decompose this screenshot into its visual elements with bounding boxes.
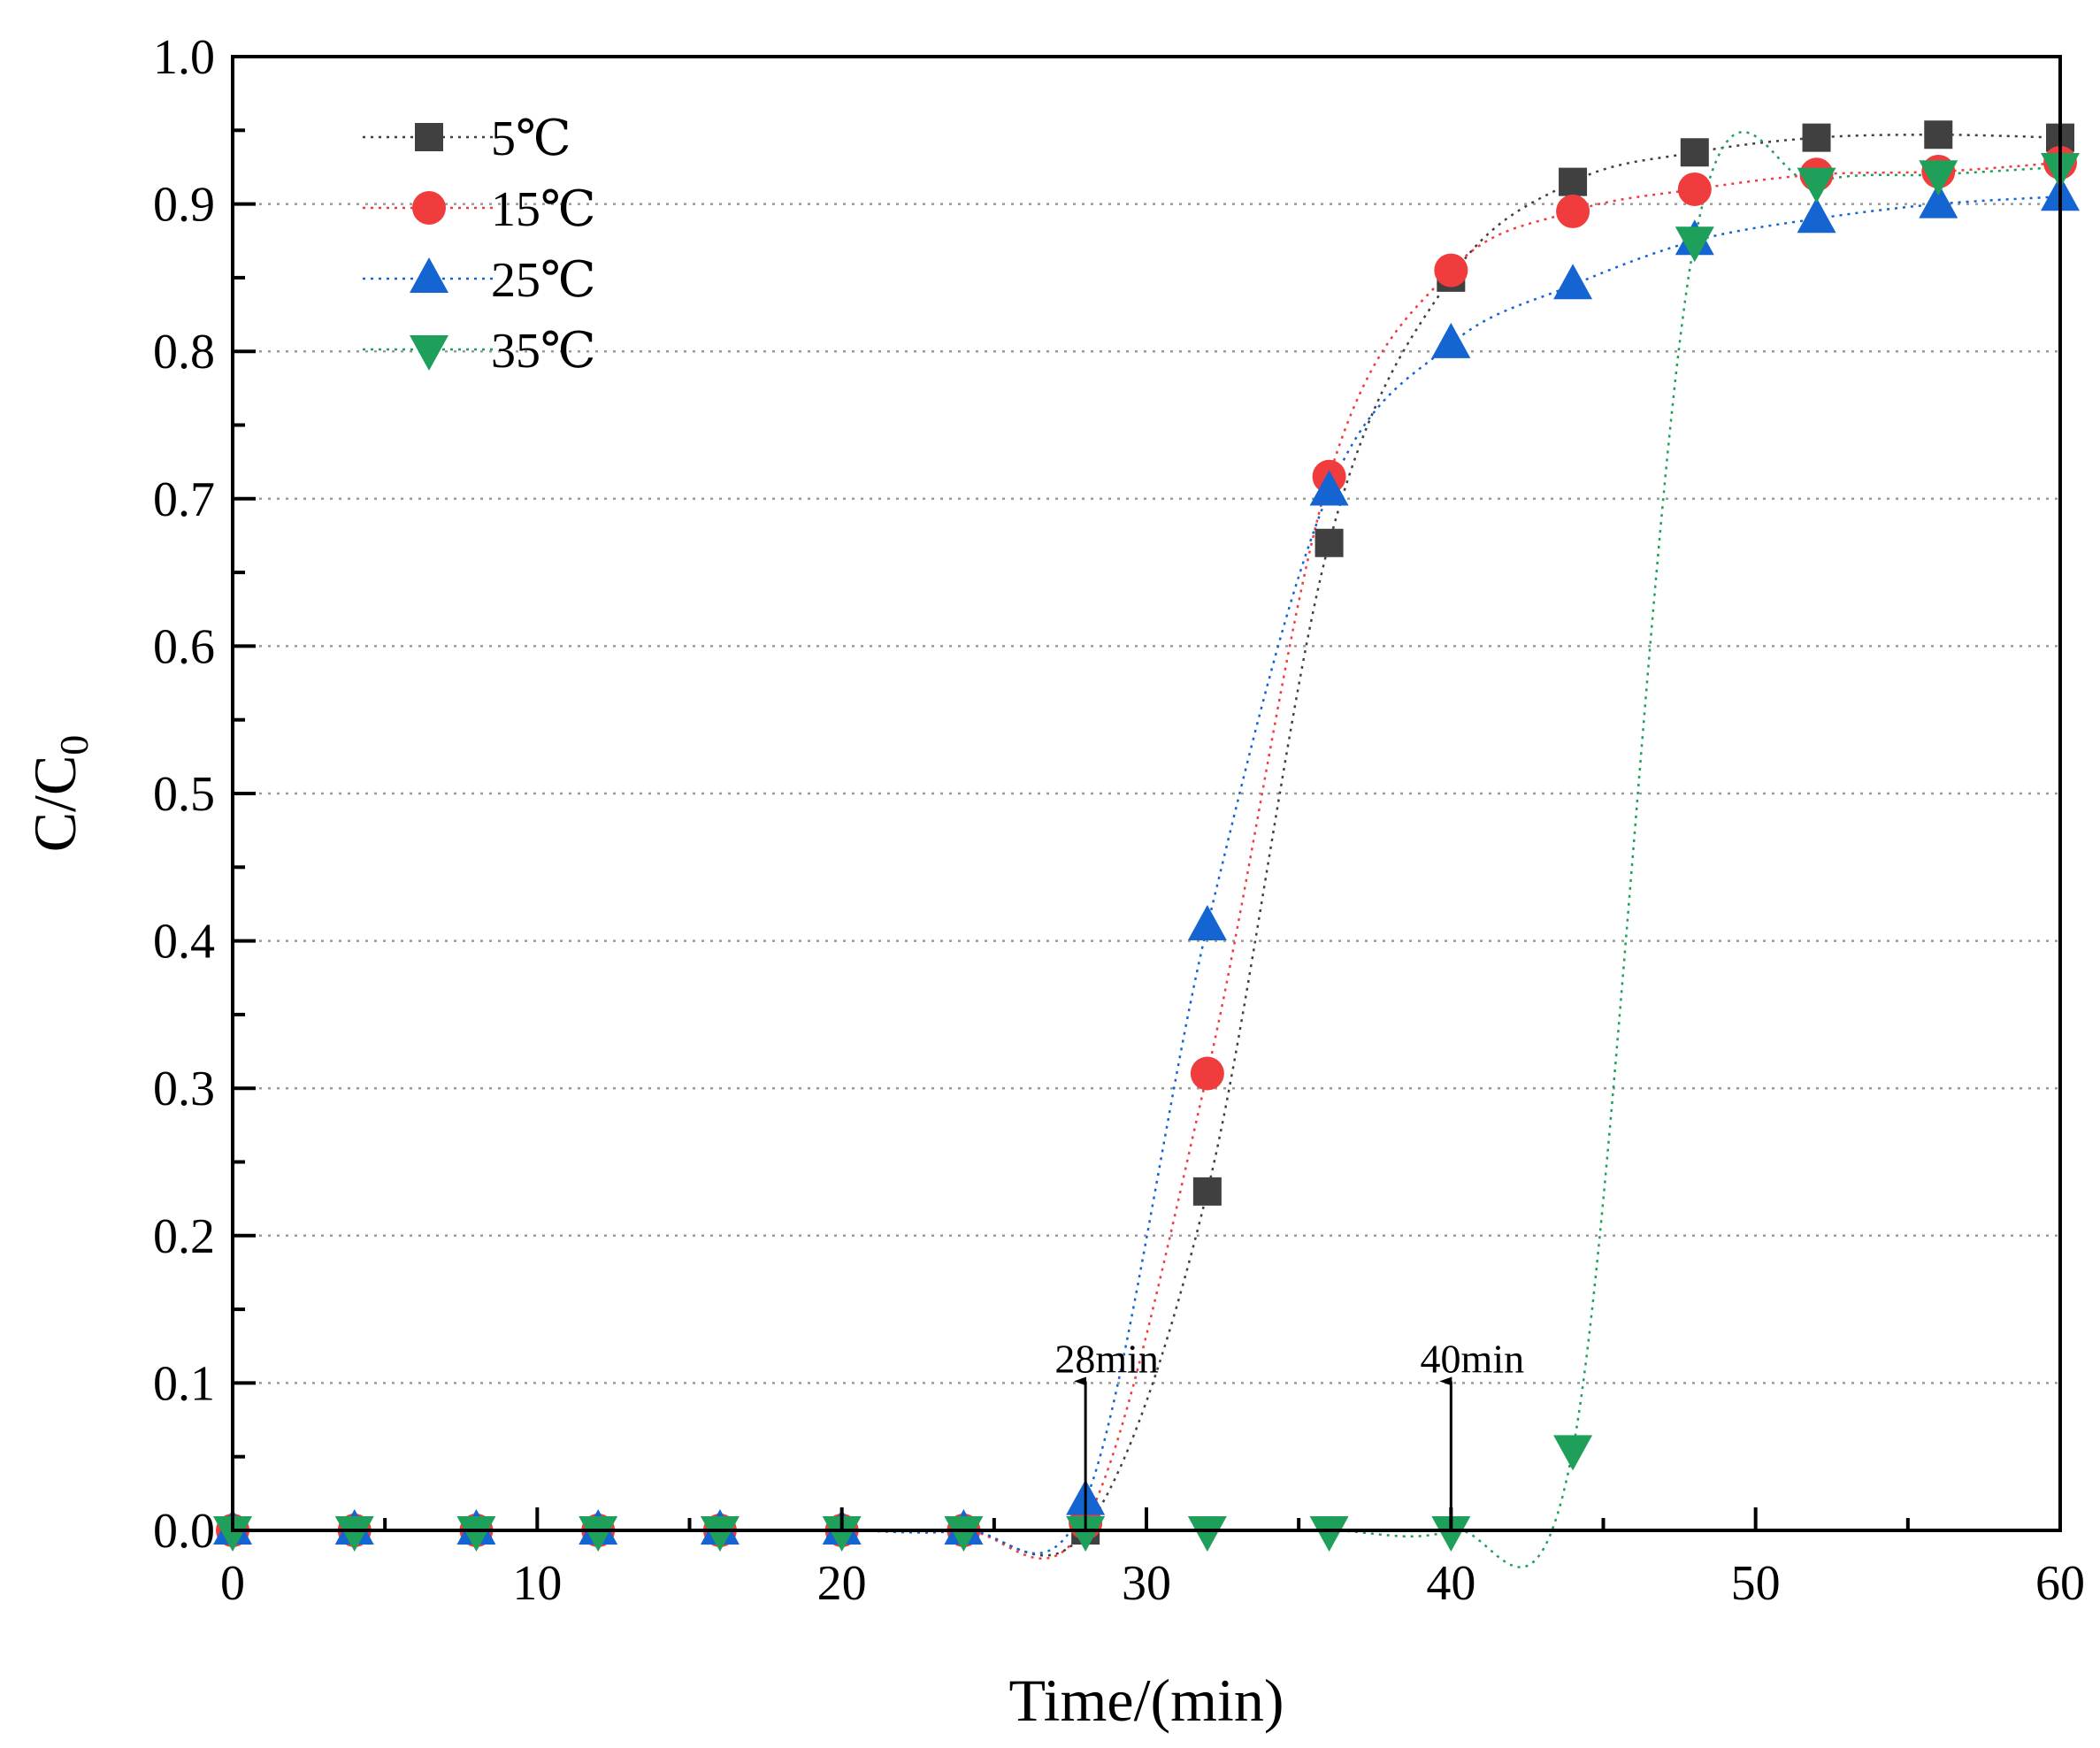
x-tick-label-0: 0	[220, 1556, 245, 1611]
data-point-s2-13	[1797, 197, 1836, 234]
data-point-s2-11	[1553, 264, 1593, 300]
data-point-s3-14	[1919, 160, 1958, 196]
legend: 5℃ 15℃ 25℃ 35℃	[363, 111, 596, 379]
y-axis-title-main: C/C	[21, 755, 88, 853]
data-point-s0-8	[1192, 1177, 1222, 1206]
legend-marker-0	[415, 123, 443, 151]
data-point-s0-11	[1559, 167, 1588, 196]
legend-item-2: 25℃	[363, 253, 596, 308]
data-point-s2-9	[1309, 470, 1349, 506]
data-point-s1-10	[1434, 253, 1468, 288]
data-point-s0-13	[1802, 123, 1831, 152]
x-axis-title: Time/(min)	[1008, 1667, 1284, 1734]
axis-ticks	[231, 55, 2062, 1532]
data-point-s3-1	[334, 1516, 374, 1552]
data-point-s3-13	[1797, 167, 1836, 203]
y-axis-title-subscript: 0	[51, 735, 96, 755]
data-point-s0-12	[1680, 138, 1709, 167]
legend-item-1: 15℃	[363, 182, 596, 237]
y-tick-label-0: 0.0	[153, 1504, 215, 1559]
data-point-s3-10	[1431, 1516, 1471, 1552]
y-tick-label-5: 0.5	[153, 767, 215, 822]
data-point-s2-14	[1919, 182, 1958, 218]
y-axis-title: C/C0	[21, 735, 96, 853]
data-point-s2-8	[1187, 904, 1227, 940]
annotation-label-1: 40min	[1421, 1336, 1525, 1381]
y-tick-label-1: 0.1	[153, 1356, 215, 1411]
annotations: 28min 40min	[1054, 1336, 1524, 1530]
data-point-s3-3	[579, 1516, 618, 1552]
annotation-label-0: 28min	[1054, 1336, 1159, 1381]
y-tick-label-6: 0.6	[153, 619, 215, 674]
legend-label-3: 35℃	[491, 324, 596, 379]
legend-label-0: 5℃	[491, 111, 571, 166]
y-tick-label-4: 0.4	[153, 915, 215, 970]
data-point-s3-0	[213, 1516, 252, 1552]
x-tick-label-4: 40	[1426, 1556, 1475, 1611]
data-point-s3-8	[1187, 1516, 1227, 1552]
data-point-s3-7	[1066, 1516, 1106, 1552]
data-point-s1-11	[1556, 194, 1590, 228]
legend-marker-2	[410, 257, 448, 293]
data-point-s3-6	[944, 1516, 984, 1552]
y-tick-label-9: 0.9	[153, 178, 215, 233]
data-point-s3-12	[1675, 226, 1714, 263]
legend-marker-1	[412, 191, 446, 225]
data-point-s3-11	[1553, 1435, 1593, 1471]
legend-label-2: 25℃	[491, 253, 596, 308]
data-point-s3-2	[456, 1516, 496, 1552]
data-point-s3-4	[700, 1516, 740, 1552]
data-point-s3-9	[1309, 1516, 1349, 1552]
data-point-s3-5	[822, 1516, 862, 1552]
y-tick-label-8: 0.8	[153, 325, 215, 380]
y-tick-label-7: 0.7	[153, 472, 215, 527]
x-tick-label-1: 10	[512, 1556, 562, 1611]
x-tick-label-3: 30	[1122, 1556, 1171, 1611]
x-tick-label-2: 20	[817, 1556, 867, 1611]
data-point-s1-12	[1677, 172, 1712, 206]
y-tick-label-2: 0.2	[153, 1209, 215, 1264]
x-tick-label-6: 60	[2035, 1556, 2085, 1611]
y-tick-label-3: 0.3	[153, 1062, 215, 1116]
y-tick-label-10: 1.0	[153, 30, 215, 85]
x-tick-label-5: 50	[1731, 1556, 1781, 1611]
data-point-s0-14	[1924, 120, 1953, 150]
legend-item-3: 35℃	[363, 324, 596, 379]
legend-item-0: 5℃	[363, 111, 571, 166]
data-point-s0-9	[1314, 528, 1344, 557]
legend-marker-3	[410, 335, 448, 371]
data-point-s2-10	[1431, 322, 1471, 358]
legend-label-1: 15℃	[491, 182, 596, 237]
data-point-s1-8	[1190, 1056, 1224, 1091]
tick-labels: 0 10 20 30 40 50 60 0.0 0.1 0.2 0.3 0.4 0.5 0.6 0.7 0.8…	[153, 30, 2085, 1611]
